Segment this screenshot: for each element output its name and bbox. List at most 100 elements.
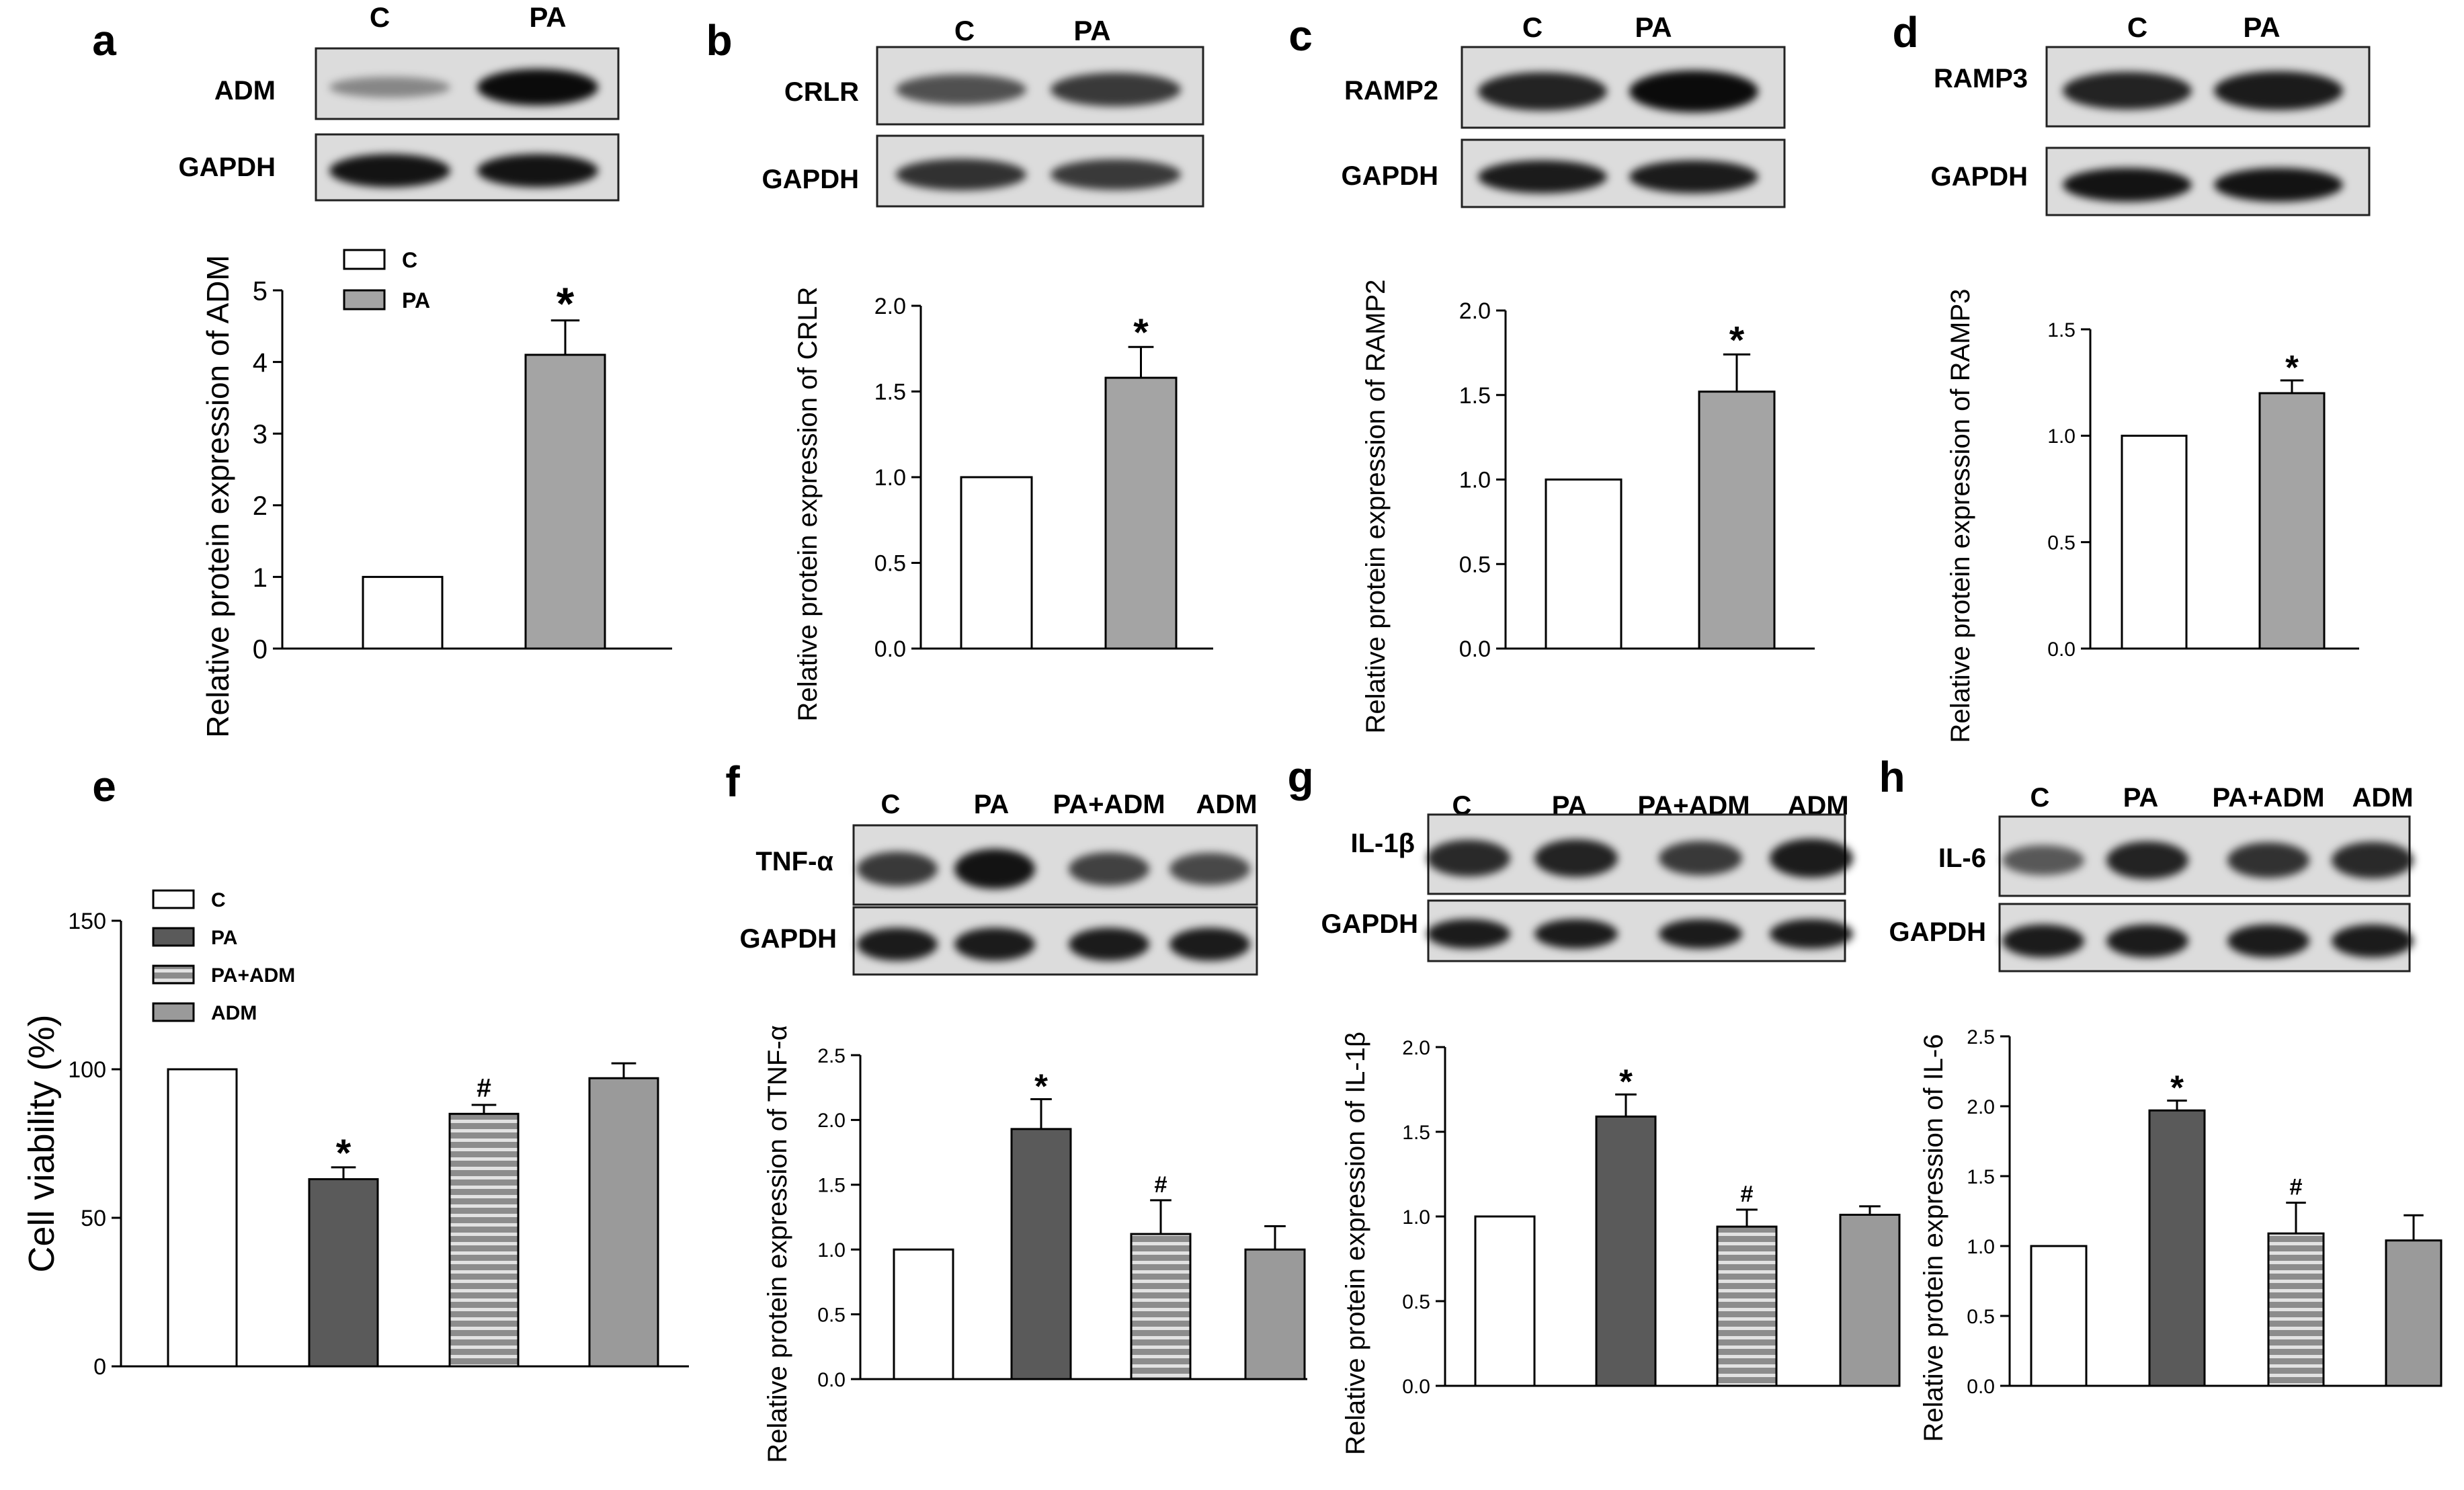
- bar-h-pa: [2148, 1109, 2206, 1387]
- significance-hash: #: [1740, 1182, 1753, 1207]
- blot-gapdh-a: [315, 133, 620, 202]
- y-tick-label-g: 0.5: [1402, 1291, 1430, 1313]
- y-tick-label-c: 0.5: [1459, 552, 1491, 577]
- bar-c-pa: [1698, 390, 1776, 650]
- blot-b-band: [896, 74, 1026, 105]
- y-tick-label-c: 2.0: [1459, 298, 1491, 324]
- bar-h-pa-adm: [2267, 1232, 2325, 1387]
- blot-d: [2045, 46, 2371, 128]
- significance-star: *: [1034, 1067, 1048, 1106]
- blot-gapdh-b: [876, 134, 1204, 208]
- y-tick-label-g: 0.0: [1402, 1376, 1430, 1398]
- blot-gapdh-h-band: [2106, 924, 2188, 958]
- y-tick-label-h: 1.0: [1967, 1236, 1995, 1258]
- legend-panel-e-swatch: [152, 1002, 195, 1022]
- chart-h: 0.0 0.5 1.0 1.5 2.0 2.5 * # Relative protein exp…: [1919, 1026, 2442, 1442]
- bar-e-pa-adm: [448, 1112, 520, 1368]
- y-tick-label-b: 0.0: [874, 636, 906, 662]
- panel-letter-g: g: [1287, 753, 1313, 801]
- bar-d-pa: [2258, 392, 2326, 650]
- blot-a: [315, 47, 620, 120]
- bar-a-c: [362, 575, 444, 650]
- significance-star: *: [557, 278, 575, 329]
- blot-c-band: [1478, 72, 1607, 111]
- lane-label-c: C: [1522, 11, 1543, 43]
- legend-panel-a-swatch: [343, 249, 386, 270]
- panel-letter-a: a: [92, 16, 116, 65]
- lane-label-pa: PA: [529, 1, 566, 33]
- legend-panel-e-label: C: [211, 889, 226, 911]
- blot-gapdh-g-band: [1534, 919, 1618, 949]
- blot-d-band: [2214, 71, 2343, 110]
- y-tick-label-e: 100: [68, 1057, 106, 1083]
- blot-gapdh-h-band: [2332, 924, 2414, 958]
- y-tick-label-a: 5: [253, 276, 268, 306]
- legend-panel-e-label: PA: [211, 927, 237, 949]
- y-tick-label-f: 1.0: [817, 1239, 846, 1261]
- y-tick-label-e: 50: [81, 1206, 106, 1231]
- y-tick-label-h: 0.5: [1967, 1306, 1995, 1328]
- blot-label-gapdh: GAPDH: [740, 924, 837, 954]
- legend-panel-a-swatch: [343, 289, 386, 311]
- bar-b-c: [960, 476, 1033, 650]
- chart-d: 0.0 0.5 1.0 1.5 * Relative protein expression…: [1946, 289, 2359, 743]
- lane-label-pa-adm: PA+ADM: [2212, 783, 2324, 813]
- significance-star: *: [2170, 1069, 2184, 1107]
- y-tick-label-h: 2.0: [1967, 1096, 1995, 1118]
- y-tick-label-b: 1.0: [874, 465, 906, 491]
- y-tick-label-b: 2.0: [874, 294, 906, 319]
- blot-b-band: [1051, 73, 1181, 107]
- y-axis-label-g: Relative protein expression of IL-1β: [1341, 1032, 1370, 1455]
- y-axis-label-b: Relative protein expression of CRLR: [793, 287, 823, 722]
- significance-star: *: [2285, 348, 2299, 386]
- blot-gapdh-h: [1998, 903, 2414, 972]
- legend-panel-e-label: ADM: [211, 1002, 257, 1024]
- blot-f-band: [1069, 852, 1149, 886]
- y-tick-label-g: 1.5: [1402, 1122, 1430, 1144]
- blot-c-band: [1629, 70, 1758, 113]
- blot-gapdh-h-band: [2227, 924, 2309, 958]
- bar-g-pa-adm: [1716, 1225, 1778, 1387]
- blot-b: [876, 46, 1204, 126]
- significance-star: *: [336, 1132, 352, 1175]
- lane-label-c: C: [954, 15, 975, 46]
- y-tick-label-d: 1.5: [2047, 319, 2076, 341]
- blot-h-band: [2332, 841, 2414, 879]
- y-tick-label-a: 0: [253, 634, 268, 664]
- lane-label-pa: PA: [2243, 11, 2280, 43]
- blot-label-a: ADM: [214, 76, 276, 106]
- blot-gapdh-a-band: [329, 154, 450, 188]
- blot-h-band: [2106, 841, 2188, 880]
- lane-label-pa: PA: [1635, 11, 1672, 43]
- blot-label-gapdh: GAPDH: [762, 165, 859, 194]
- y-axis-label-c: Relative protein expression of RAMP2: [1361, 280, 1391, 734]
- y-tick-label-e: 150: [68, 909, 106, 934]
- blot-f-band: [1169, 852, 1250, 885]
- y-tick-label-c: 1.5: [1459, 383, 1491, 409]
- legend-panel-e-label: PA+ADM: [211, 964, 295, 987]
- blot-label-d: RAMP3: [1934, 64, 2028, 93]
- significance-hash: #: [477, 1074, 491, 1103]
- bar-g-c: [1474, 1215, 1536, 1387]
- blot-h-band: [2002, 845, 2084, 876]
- blot-gapdh-g-band: [1659, 919, 1742, 949]
- blot-gapdh-g: [1427, 899, 1853, 962]
- blot-f-band: [954, 849, 1035, 889]
- significance-star: *: [1619, 1063, 1633, 1101]
- y-tick-label-g: 2.0: [1402, 1037, 1430, 1059]
- bar-e-adm: [588, 1077, 659, 1368]
- lane-label-c: C: [370, 1, 390, 33]
- blot-label-b: CRLR: [784, 77, 859, 107]
- y-tick-label-h: 2.5: [1967, 1026, 1995, 1048]
- blot-label-gapdh: GAPDH: [179, 153, 276, 182]
- lane-label-pa: PA: [2123, 783, 2159, 813]
- y-tick-label-a: 2: [253, 491, 268, 521]
- lane-label-pa: PA: [974, 790, 1010, 819]
- blot-label-g: IL-1β: [1350, 829, 1415, 858]
- significance-hash: #: [1154, 1172, 1167, 1198]
- blot-c: [1461, 46, 1786, 129]
- bar-f-c: [893, 1248, 954, 1380]
- y-tick-label-b: 1.5: [874, 380, 906, 405]
- bar-f-pa-adm: [1130, 1233, 1192, 1380]
